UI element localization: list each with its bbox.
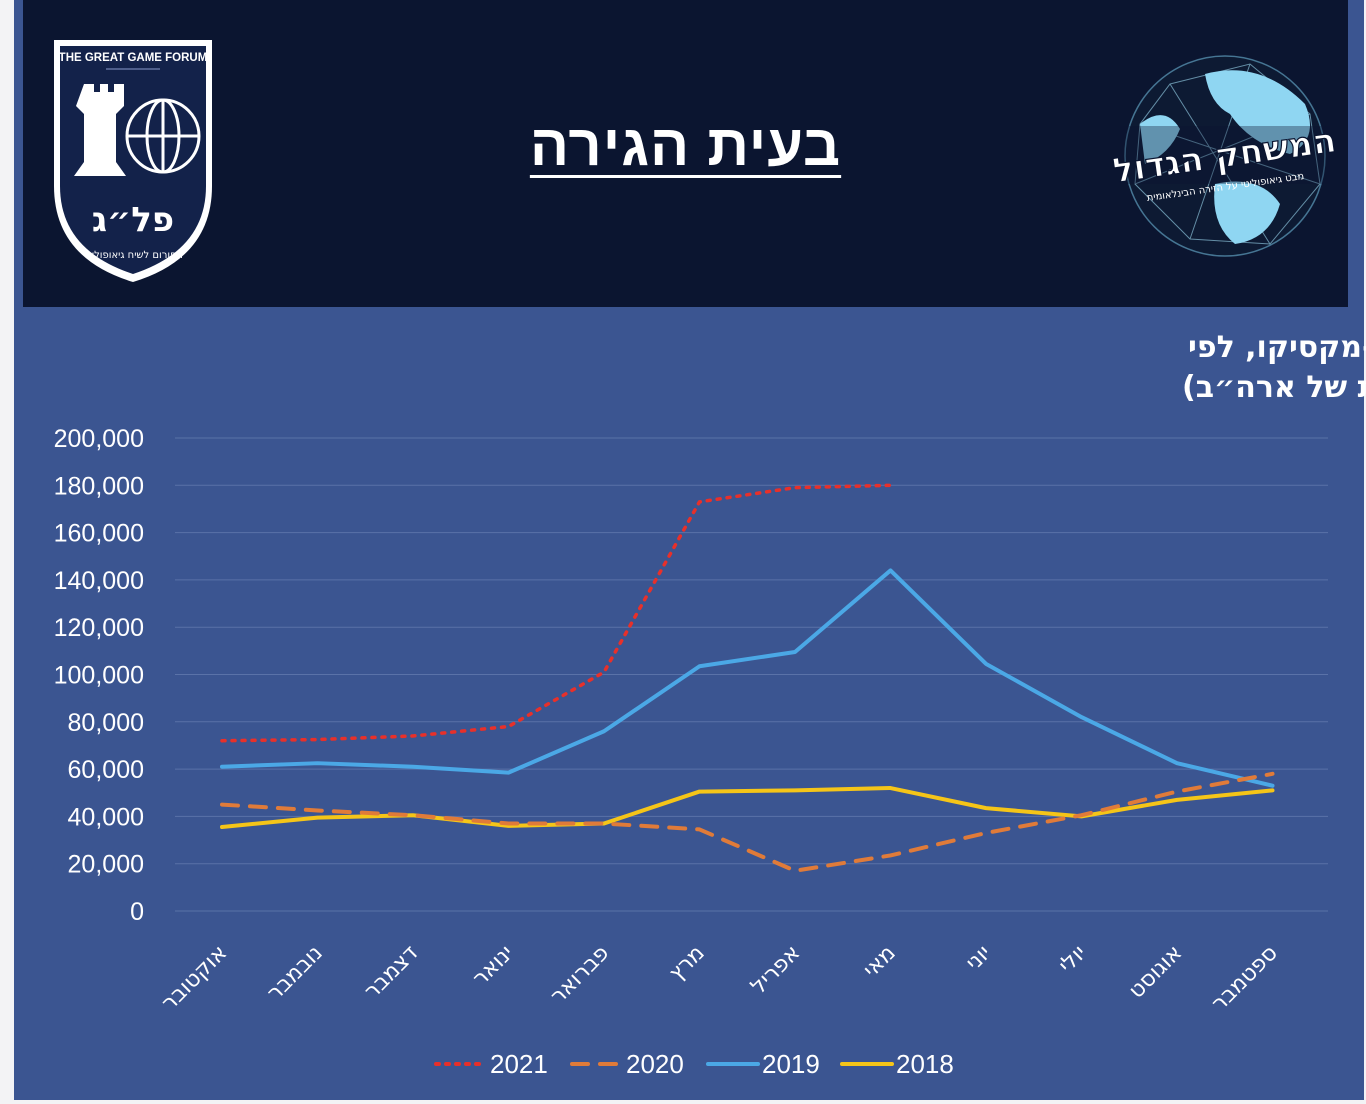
legend[interactable]: 2021 2020 2019 2018 bbox=[434, 1049, 954, 1079]
legend-label-2021: 2021 bbox=[490, 1049, 548, 1079]
gridlines bbox=[175, 437, 1328, 912]
page-title: בעית הגירה bbox=[529, 113, 842, 178]
x-category-label: מאי bbox=[859, 941, 901, 983]
legend-label-2020: 2020 bbox=[626, 1049, 684, 1079]
x-category-label: אפריל bbox=[746, 941, 805, 1000]
y-tick-label: 200,000 bbox=[54, 425, 144, 453]
great-game-logo: המשחק הגדול מבט גיאופוליטי על הזירה הבינ… bbox=[1110, 55, 1339, 257]
x-category-label: אוקטובר bbox=[157, 941, 232, 1016]
y-tick-label: 140,000 bbox=[54, 567, 144, 595]
globe-network-icon bbox=[1134, 63, 1321, 245]
legend-label-2018: 2018 bbox=[896, 1049, 954, 1079]
x-category-label: נובמבר bbox=[262, 941, 327, 1006]
y-tick-label: 40,000 bbox=[68, 803, 144, 831]
series-line-2021 bbox=[220, 483, 893, 743]
x-axis-categories: אוקטובר נובמבר דצמבר ינואר פברואר מרץ אפריל מאי… bbox=[157, 941, 1283, 1017]
logo-left-top-text: THE GREAT GAME FORUM bbox=[59, 52, 208, 64]
y-tick-label: 120,000 bbox=[54, 614, 144, 642]
series-line-2020 bbox=[220, 771, 1275, 873]
chart-title-line-2: חודש (מקור נתונים: סוכנות המכס והגנת הגב… bbox=[1182, 370, 1366, 405]
y-tick-label: 160,000 bbox=[54, 520, 144, 548]
y-tick-label: 180,000 bbox=[54, 472, 144, 500]
series-line-2019 bbox=[220, 568, 1275, 788]
x-category-label: דצמבר bbox=[360, 941, 424, 1005]
x-category-label: ספטמבר bbox=[1207, 941, 1283, 1017]
logo-left-name: פל״ג bbox=[92, 200, 174, 240]
y-tick-label: 0 bbox=[130, 898, 144, 926]
y-tick-label: 100,000 bbox=[54, 662, 144, 690]
y-axis-ticks: 0 20,000 40,000 60,000 80,000 100,000 120,000 1… bbox=[54, 425, 144, 926]
rook-globe-icon bbox=[74, 84, 201, 176]
logo-left-subtitle: הפורום לשיח גיאופוליטי bbox=[83, 250, 183, 261]
chart-title-line-1: מספר מהגרים בלתי חוקיים שנעצרו בגבול ארה… bbox=[1188, 330, 1366, 365]
x-category-label: יוני bbox=[961, 941, 996, 976]
x-category-label: ינואר bbox=[468, 941, 519, 992]
y-tick-label: 80,000 bbox=[68, 709, 144, 737]
y-tick-label: 20,000 bbox=[68, 851, 144, 879]
x-category-label: יולי bbox=[1054, 941, 1092, 979]
forum-logo: THE GREAT GAME FORUM פל״ג הפורום לשיח גי… bbox=[54, 40, 212, 282]
y-tick-label: 60,000 bbox=[68, 756, 144, 784]
x-category-label: פברואר bbox=[546, 941, 615, 1010]
x-category-label: אוגוסט bbox=[1124, 941, 1187, 1004]
series-lines bbox=[220, 483, 1275, 873]
legend-label-2019: 2019 bbox=[762, 1049, 820, 1079]
x-category-label: מרץ bbox=[664, 941, 709, 986]
